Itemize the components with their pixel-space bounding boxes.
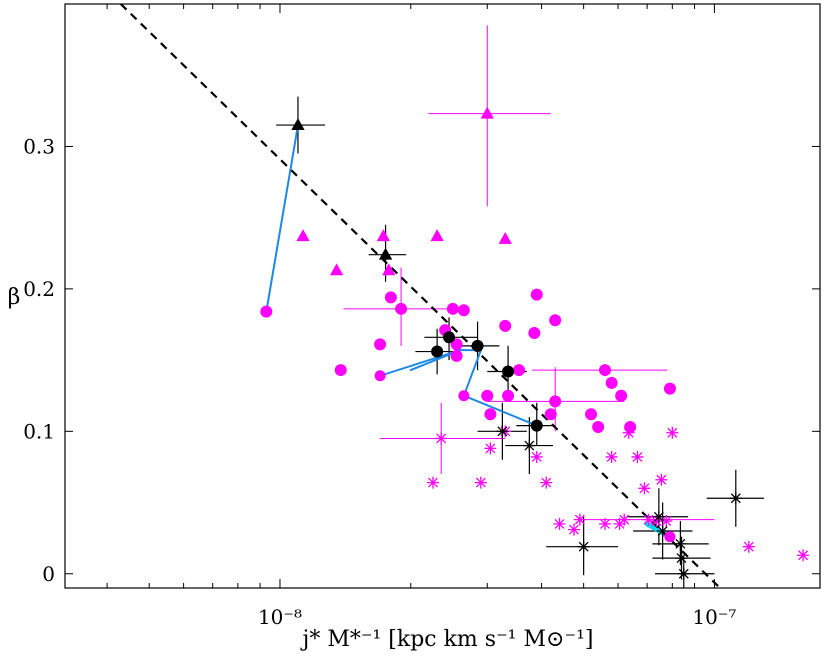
magenta-circle-marker [544, 408, 557, 421]
black-circle-marker [530, 419, 543, 432]
black-circle-marker [431, 345, 444, 358]
magenta-circle-marker [528, 327, 541, 340]
magenta-asterisk-marker [484, 442, 497, 455]
magenta-circle-marker [530, 288, 543, 301]
magenta-circle-marker [592, 421, 605, 434]
markers-layer [260, 106, 810, 580]
magenta-circle-marker [513, 364, 526, 377]
magenta-asterisk-marker [474, 476, 487, 489]
magenta-asterisk-marker [797, 549, 810, 562]
magenta-triangle-marker [376, 229, 391, 242]
magenta-asterisk-marker [605, 450, 618, 463]
magenta-circle-marker [450, 349, 463, 362]
magenta-asterisk-marker [553, 517, 566, 530]
magenta-asterisk-marker [573, 513, 586, 526]
black-circle-marker [502, 365, 515, 378]
magenta-circle-marker [599, 364, 612, 377]
magenta-circle-marker [549, 314, 562, 327]
black-asterisk-marker [674, 537, 687, 550]
y-tick-label: 0.1 [23, 419, 55, 443]
magenta-asterisk-marker [638, 482, 651, 495]
magenta-triangle-marker [382, 263, 396, 276]
y-tick-label: 0 [42, 562, 55, 586]
magenta-asterisk-marker [540, 476, 553, 489]
magenta-asterisk-marker [742, 540, 755, 553]
magenta-circle-marker [446, 302, 459, 315]
axes-layer: 0 0.1 0.2 0.3 10⁻⁸ 10⁻⁷ [23, 3, 821, 629]
magenta-circle-marker [663, 382, 676, 395]
magenta-asterisk-marker [666, 426, 679, 439]
black-asterisk-marker [677, 567, 690, 580]
magenta-circle-marker [395, 302, 408, 315]
track-node [374, 370, 386, 382]
black-asterisk-marker [523, 439, 536, 452]
magenta-circle-marker [484, 408, 497, 421]
magenta-asterisk-marker [660, 515, 673, 528]
magenta-asterisk-marker [599, 517, 612, 530]
magenta-circle-marker [585, 408, 598, 421]
magenta-triangle-marker [498, 232, 512, 244]
y-tick-label: 0.3 [23, 134, 55, 158]
magenta-triangle-marker [480, 106, 494, 119]
magenta-asterisk-marker [426, 476, 439, 489]
black-circle-marker [443, 331, 456, 344]
track-node [664, 531, 676, 543]
magenta-asterisk-marker [650, 515, 663, 528]
magenta-circle-marker [499, 319, 512, 332]
x-axis-label: j* M*⁻¹ [kpc km s⁻¹ M⊙⁻¹] [300, 627, 594, 652]
magenta-asterisk-marker [435, 432, 448, 445]
magenta-circle-marker [605, 376, 618, 389]
magenta-circle-marker [384, 291, 397, 304]
black-asterisk-marker [729, 492, 742, 505]
magenta-triangle-marker [430, 229, 444, 242]
track-node [458, 390, 470, 402]
magenta-asterisk-marker [622, 426, 635, 439]
magenta-triangle-marker [296, 229, 310, 242]
black-asterisk-marker [652, 510, 665, 523]
magenta-asterisk-marker [655, 473, 668, 486]
magenta-circle-marker [374, 338, 387, 351]
black-asterisk-marker [577, 540, 590, 553]
magenta-asterisk-marker [567, 523, 580, 536]
magenta-circle-marker [457, 304, 470, 317]
magenta-asterisk-marker [631, 450, 644, 463]
magenta-asterisk-marker [642, 513, 655, 526]
magenta-triangle-marker [329, 263, 344, 276]
magenta-circle-marker [624, 421, 637, 434]
y-tick-label: 0.2 [23, 277, 55, 301]
magenta-circle-marker [615, 389, 628, 402]
x-tick-label: 10⁻⁷ [692, 605, 736, 629]
magenta-circle-marker [260, 305, 273, 318]
black-asterisk-marker [656, 525, 669, 538]
axes-frame [64, 3, 821, 589]
black-circle-marker [471, 339, 484, 352]
magenta-circle-marker [334, 364, 347, 377]
black-asterisk-marker [675, 552, 688, 565]
magenta-circle-marker [450, 338, 463, 351]
black-triangle-marker [378, 247, 393, 260]
magenta-asterisk-marker [530, 450, 543, 463]
black-asterisk-marker [496, 425, 509, 438]
y-axis-label: β [8, 285, 21, 310]
blue-track [265, 124, 299, 313]
magenta-circle-marker [502, 389, 515, 402]
magenta-circle-marker [481, 389, 494, 402]
black-triangle-marker [291, 118, 305, 130]
x-tick-label: 10⁻⁸ [258, 605, 302, 629]
magenta-circle-marker [549, 395, 562, 408]
magenta-asterisk-marker [618, 513, 631, 526]
